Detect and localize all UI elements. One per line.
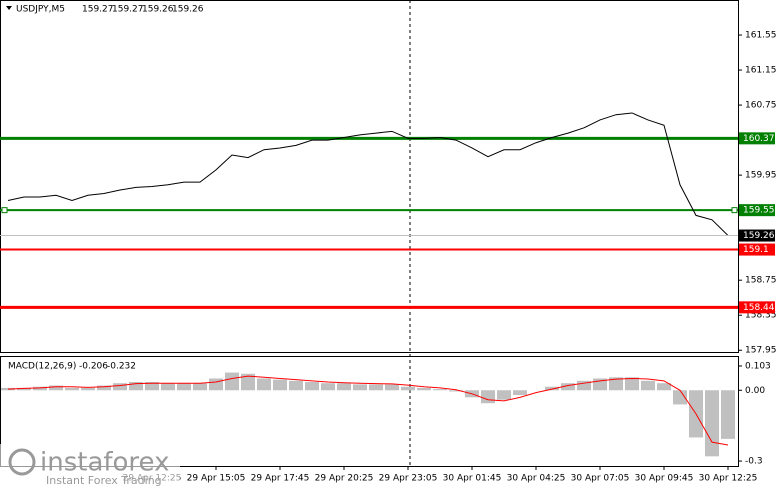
macd-bar: [289, 380, 303, 391]
symbol-icon: [6, 6, 12, 10]
watermark-logo: [8, 448, 36, 476]
level-handle: [1, 207, 8, 214]
macd-bar: [401, 386, 415, 391]
macd-bar: [481, 390, 495, 404]
macd-bar: [161, 383, 175, 391]
price-line: [7, 112, 729, 236]
macd-bar: [65, 387, 79, 391]
ohlc: 159.27: [112, 5, 144, 15]
x-tick-label: 30 Apr 04:25: [507, 474, 566, 484]
macd-bar: [449, 390, 463, 392]
macd-bar: [273, 379, 287, 391]
macd-bar: [609, 377, 623, 391]
x-tick-label: 29 Apr 17:45: [251, 474, 310, 484]
y-tick-label: 0.00: [745, 386, 765, 396]
macd-bar: [177, 383, 191, 391]
macd-bar: [417, 387, 431, 391]
x-tick-label: 30 Apr 07:05: [571, 474, 630, 484]
macd-bar: [145, 382, 159, 391]
macd-bar: [193, 383, 207, 391]
macd-panel: [0, 356, 739, 467]
x-tick-label: 29 Apr 20:25: [315, 474, 374, 484]
macd-bar: [33, 386, 47, 391]
macd-bar: [129, 382, 143, 391]
level-label-bg: [739, 204, 775, 217]
macd-bar: [577, 380, 591, 391]
macd-bar: [721, 390, 735, 439]
y-tick-label: 157.95: [745, 346, 777, 356]
y-tick-label: 160.75: [745, 101, 777, 111]
last-price-bg: [739, 229, 775, 242]
signal-line: [7, 375, 729, 446]
watermark: instaforex Instant Forex Trading: [0, 444, 180, 489]
macd-bar: [593, 378, 607, 391]
macd-bar: [305, 382, 319, 391]
macd-bar: [337, 383, 351, 391]
y-tick-label: 158.75: [745, 276, 777, 286]
y-tick-label: 158.35: [745, 311, 777, 321]
watermark-sub: Instant Forex Trading: [46, 474, 162, 487]
level-label: 159.1: [743, 245, 769, 255]
macd-value: -0.206: [79, 362, 108, 372]
macd-bar: [225, 372, 239, 391]
macd-bar: [657, 383, 671, 391]
x-tick-label: 30 Apr 01:45: [443, 474, 502, 484]
macd-bar: [497, 390, 511, 400]
macd-bar: [385, 384, 399, 391]
level-label: 160.37: [743, 134, 775, 144]
macd-bar: [81, 387, 95, 391]
y-tick-label: 159.95: [745, 171, 777, 181]
macd-bar: [209, 378, 223, 391]
x-tick-label: 29 Apr 15:05: [187, 474, 246, 484]
macd-bar: [561, 383, 575, 391]
macd-bar: [113, 383, 127, 391]
macd-bar: [17, 387, 31, 391]
level-label: 158.44: [743, 303, 775, 313]
y-tick-label: -0.3: [745, 457, 763, 467]
macd-title: MACD(12,26,9): [8, 362, 76, 372]
macd-bar: [625, 377, 639, 391]
level-label-bg: [739, 243, 775, 256]
macd-bar: [513, 390, 527, 395]
macd-bar: [321, 383, 335, 391]
ohlc: 159.26: [172, 5, 204, 15]
y-tick-label: 161.55: [745, 31, 777, 41]
macd-bar: [257, 378, 271, 391]
watermark-text: instaforex: [40, 448, 169, 478]
macd-bar: [49, 385, 63, 391]
macd-bar: [433, 389, 447, 391]
ohlc: 159.27: [82, 5, 114, 15]
macd-bar: [369, 384, 383, 391]
macd-bar: [705, 390, 719, 457]
macd-bar: [641, 380, 655, 391]
x-tick-label: 30 Apr 09:45: [635, 474, 694, 484]
main-panel: [0, 0, 739, 353]
y-tick-label: 161.15: [745, 66, 777, 76]
level-label-bg: [739, 132, 775, 145]
chart-title: USDJPY,M5: [16, 5, 65, 15]
level-handle: [731, 207, 738, 214]
macd-bar: [673, 390, 687, 405]
macd-bar: [97, 385, 111, 391]
x-tick-label: 30 Apr 12:25: [699, 474, 758, 484]
macd-bar: [353, 384, 367, 391]
x-tick-label: 29 Apr 23:05: [379, 474, 438, 484]
macd-bar: [545, 386, 559, 391]
ohlc: 159.26: [142, 5, 174, 15]
macd-bar: [241, 373, 255, 391]
macd-value: -0.232: [107, 362, 136, 372]
last-price-label: 159.26: [743, 231, 775, 241]
level-label-bg: [739, 301, 775, 314]
level-label: 159.55: [743, 206, 775, 216]
y-tick-label: 0.103: [745, 361, 771, 371]
